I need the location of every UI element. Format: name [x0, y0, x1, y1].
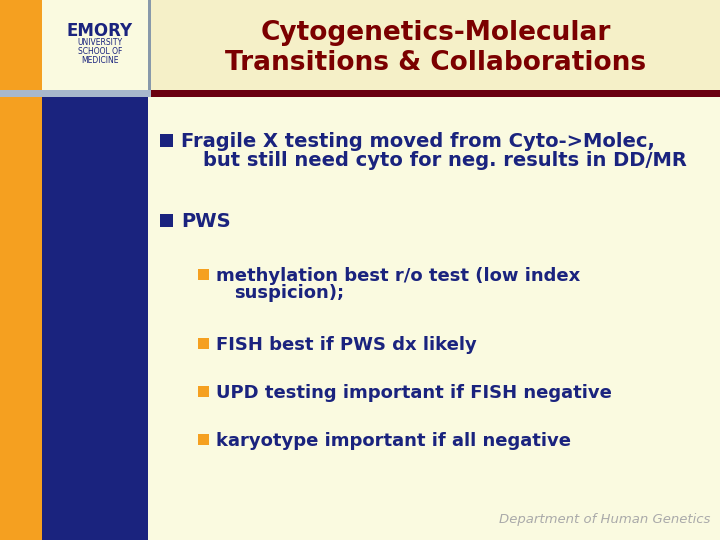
Bar	[160, 214, 173, 227]
Text: SCHOOL OF: SCHOOL OF	[78, 47, 122, 56]
Bar	[0, 0, 720, 90]
Bar	[148, 0, 151, 90]
Bar	[198, 338, 209, 349]
Bar	[151, 90, 720, 97]
Text: suspicion);: suspicion);	[234, 284, 344, 302]
Text: UPD testing important if FISH negative: UPD testing important if FISH negative	[216, 384, 612, 402]
Text: EMORY: EMORY	[67, 22, 133, 40]
Text: UNIVERSITY: UNIVERSITY	[78, 38, 122, 47]
Bar	[42, 0, 148, 90]
Text: Department of Human Genetics: Department of Human Genetics	[499, 513, 710, 526]
Text: Fragile X testing moved from Cyto->Molec,: Fragile X testing moved from Cyto->Molec…	[181, 132, 655, 151]
Text: methylation best r/o test (low index: methylation best r/o test (low index	[216, 267, 580, 285]
Bar	[42, 97, 148, 540]
Text: Cytogenetics-Molecular: Cytogenetics-Molecular	[261, 20, 611, 46]
Bar	[0, 97, 42, 540]
Bar	[0, 90, 151, 97]
Bar	[148, 97, 720, 540]
Text: but still need cyto for neg. results in DD/MR: but still need cyto for neg. results in …	[203, 151, 687, 170]
Text: MEDICINE: MEDICINE	[81, 56, 119, 65]
Text: FISH best if PWS dx likely: FISH best if PWS dx likely	[216, 336, 477, 354]
Text: karyotype important if all negative: karyotype important if all negative	[216, 432, 571, 450]
Bar	[198, 386, 209, 397]
Bar	[160, 134, 173, 147]
Text: PWS: PWS	[181, 212, 230, 231]
Bar	[0, 0, 42, 90]
Bar	[198, 434, 209, 445]
Text: Transitions & Collaborations: Transitions & Collaborations	[225, 50, 646, 76]
Bar	[198, 269, 209, 280]
